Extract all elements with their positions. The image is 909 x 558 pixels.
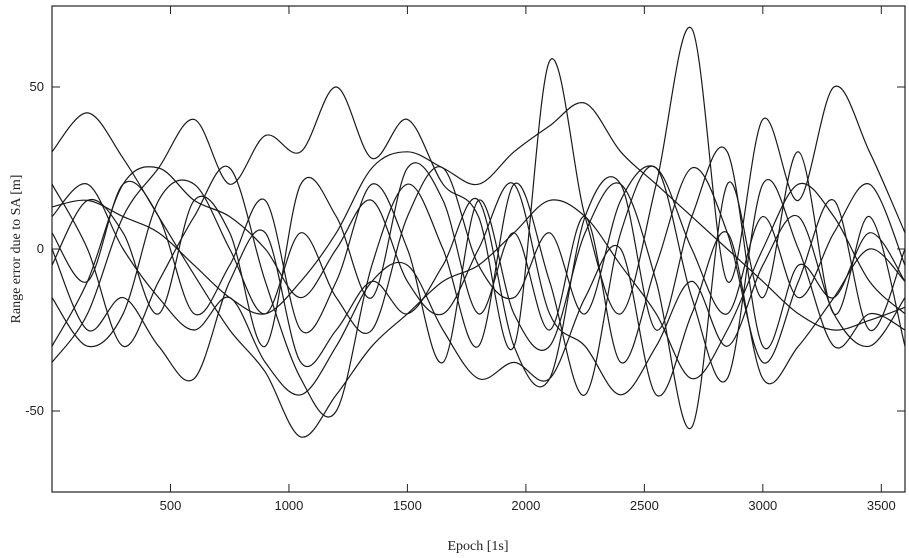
x-tick-label: 2500	[630, 498, 659, 513]
y-axis-ticks: -50 0 50	[25, 79, 905, 418]
y-axis-label: Range error due to SA [m]	[9, 175, 24, 324]
series-line-8	[51, 162, 906, 364]
x-tick-label: 1500	[393, 498, 422, 513]
y-tick-label: -50	[25, 403, 44, 418]
series-lines	[51, 26, 906, 438]
series-line-6	[51, 146, 906, 388]
series-line-5	[51, 165, 906, 348]
x-axis-label: Epoch [1s]	[447, 539, 508, 554]
x-tick-label: 3500	[867, 498, 896, 513]
series-line-2	[51, 102, 906, 331]
series-line-3	[51, 26, 906, 363]
x-axis-ticks: 500 1000 1500 2000 2500 3000 3500	[160, 6, 896, 513]
y-tick-label: 50	[30, 79, 44, 94]
x-tick-label: 2000	[511, 498, 540, 513]
series-line-10	[51, 166, 906, 396]
series-line-1	[51, 112, 906, 438]
series-line-9	[51, 183, 906, 397]
series-line-4	[51, 151, 906, 430]
y-tick-label: 0	[37, 241, 44, 256]
x-tick-label: 3000	[748, 498, 777, 513]
x-tick-label: 500	[160, 498, 182, 513]
series-line-7	[51, 165, 906, 418]
x-tick-label: 1000	[274, 498, 303, 513]
